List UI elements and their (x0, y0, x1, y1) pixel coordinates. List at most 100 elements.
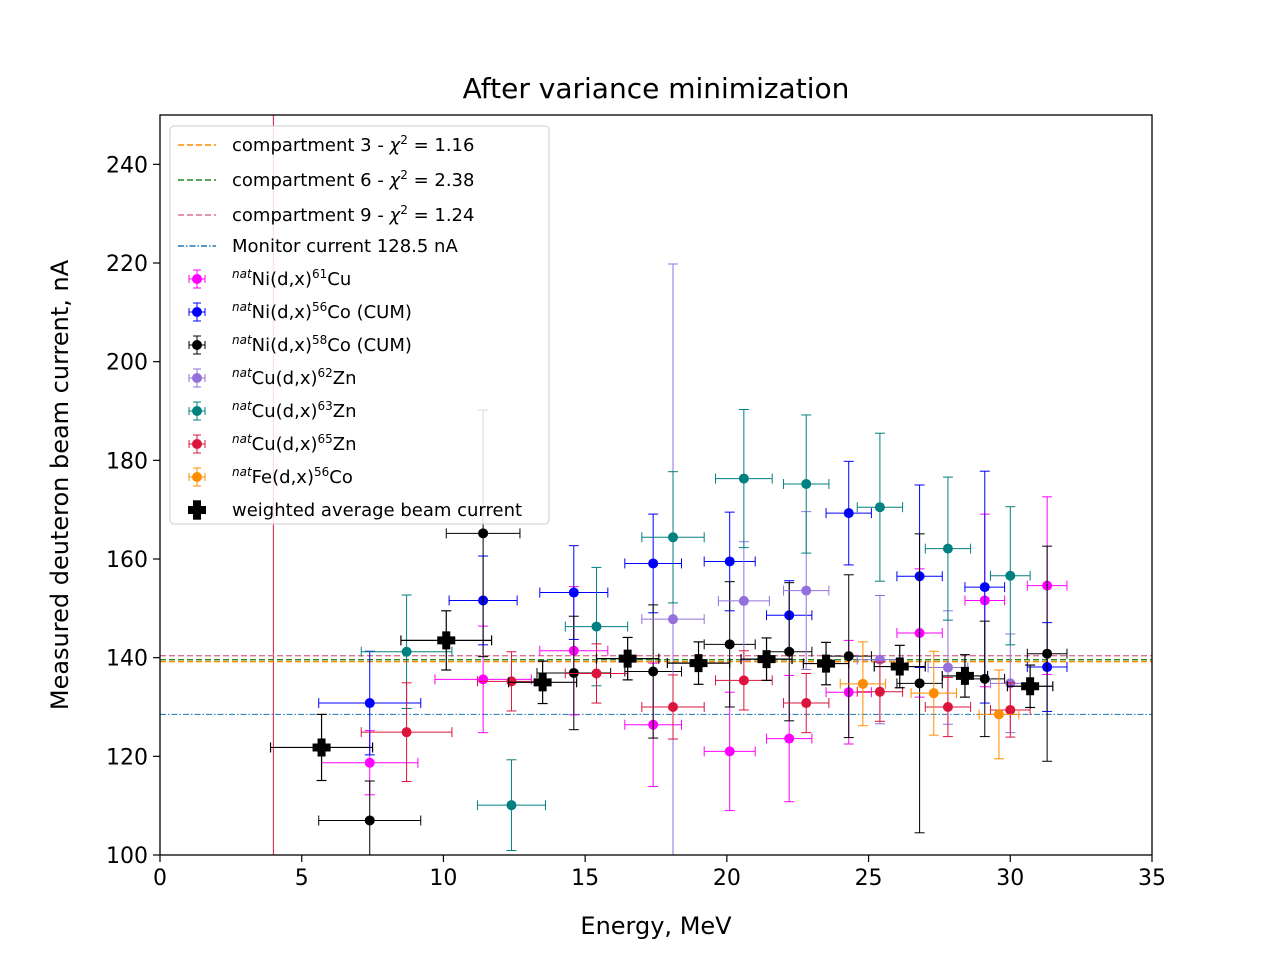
data-point (506, 800, 517, 811)
y-tick-label: 220 (106, 252, 148, 277)
legend-marker (192, 472, 202, 482)
data-point (843, 508, 854, 519)
data-point (724, 746, 735, 757)
y-axis-label: Measured deuteron beam current, nA (46, 259, 74, 710)
data-point (533, 673, 552, 692)
data-point (668, 614, 679, 625)
x-tick-label: 35 (1138, 866, 1166, 891)
data-point (928, 688, 939, 699)
x-tick-label: 0 (153, 866, 167, 891)
legend-label: natNi(d,x)56Co (CUM) (232, 300, 412, 323)
data-point (801, 698, 812, 709)
y-tick-label: 120 (106, 745, 148, 770)
data-point (668, 532, 679, 543)
plot-frame (159, 114, 1153, 856)
data-point (738, 473, 749, 484)
legend-label: natNi(d,x)61Cu (232, 267, 351, 290)
legend-marker (192, 373, 202, 383)
data-series (269, 263, 1068, 855)
data-point (364, 815, 375, 826)
data-point (568, 587, 579, 598)
y-tick-label: 160 (106, 548, 148, 573)
legend-marker (192, 274, 202, 284)
data-point (942, 662, 953, 673)
data-point (591, 668, 602, 679)
legend-marker (192, 307, 202, 317)
data-point (914, 678, 925, 689)
data-point (1005, 570, 1016, 581)
y-tick-label: 240 (106, 153, 148, 178)
data-point (724, 639, 735, 650)
legend-box (169, 125, 550, 525)
x-tick-label: 25 (855, 866, 883, 891)
data-point (738, 675, 749, 686)
data-point (801, 585, 812, 596)
data-point (401, 646, 412, 657)
legend-label: natCu(d,x)63Zn (232, 399, 357, 422)
data-point (784, 646, 795, 657)
legend-marker (192, 340, 202, 350)
legend-label: natCu(d,x)62Zn (232, 366, 357, 389)
x-axis-label: Energy, MeV (580, 912, 732, 940)
data-point (648, 558, 659, 569)
data-point (689, 654, 708, 673)
data-point (648, 666, 659, 677)
axes: 0 5 10 15 20 25 30 35 100 120 140 160 180 200 220 240 (106, 114, 1166, 891)
data-point (724, 556, 735, 567)
legend-label: natCu(d,x)65Zn (232, 432, 357, 455)
y-tick-label: 100 (106, 844, 148, 869)
data-point (668, 702, 679, 712)
data-point (1005, 704, 1016, 715)
x-tick-label: 30 (996, 866, 1024, 891)
data-point (738, 595, 749, 606)
data-point (478, 528, 489, 539)
x-tick-label: 10 (429, 866, 457, 891)
data-point (942, 702, 953, 712)
legend-marker (192, 406, 202, 416)
legend-marker (188, 501, 206, 519)
data-point (312, 738, 331, 757)
legend-label: weighted average beam current (232, 500, 522, 521)
legend-label: compartment 6 - χ2 = 2.38 (232, 168, 474, 191)
data-point (857, 678, 868, 689)
data-point (890, 657, 909, 676)
data-point (364, 698, 375, 709)
legend: compartment 3 - χ2 = 1.16 compartment 6 -… (169, 125, 550, 525)
data-point (757, 650, 776, 669)
legend-label: Monitor current 128.5 nA (232, 236, 458, 257)
x-tick-label: 5 (295, 866, 309, 891)
data-point (506, 676, 517, 687)
series-3 (641, 263, 1031, 855)
data-point (478, 674, 489, 685)
data-point (955, 666, 974, 685)
chart-title: After variance minimization (463, 72, 850, 105)
data-point (942, 543, 953, 554)
y-tick-label: 200 (106, 351, 148, 376)
data-point (784, 733, 795, 744)
data-point (401, 727, 412, 738)
series-4 (360, 409, 1031, 852)
legend-label: natFe(d,x)56Co (232, 465, 353, 488)
data-point (801, 479, 812, 490)
legend-label: natNi(d,x)58Co (CUM) (232, 333, 412, 356)
legend-marker (192, 439, 202, 449)
data-point (874, 686, 885, 697)
data-point (874, 502, 885, 513)
series-6 (839, 641, 1020, 760)
legend-label: compartment 3 - χ2 = 1.16 (232, 133, 474, 156)
data-point (591, 621, 602, 632)
data-point (437, 631, 456, 650)
data-point (817, 654, 836, 673)
y-tick-label: 180 (106, 449, 148, 474)
data-point (843, 651, 854, 662)
x-tick-label: 20 (713, 866, 741, 891)
data-point (618, 649, 637, 668)
data-point (993, 709, 1004, 720)
data-point (364, 757, 375, 768)
series-7 (269, 610, 1054, 782)
x-tick-label: 15 (571, 866, 599, 891)
data-point (1042, 648, 1053, 659)
data-point (979, 582, 990, 593)
